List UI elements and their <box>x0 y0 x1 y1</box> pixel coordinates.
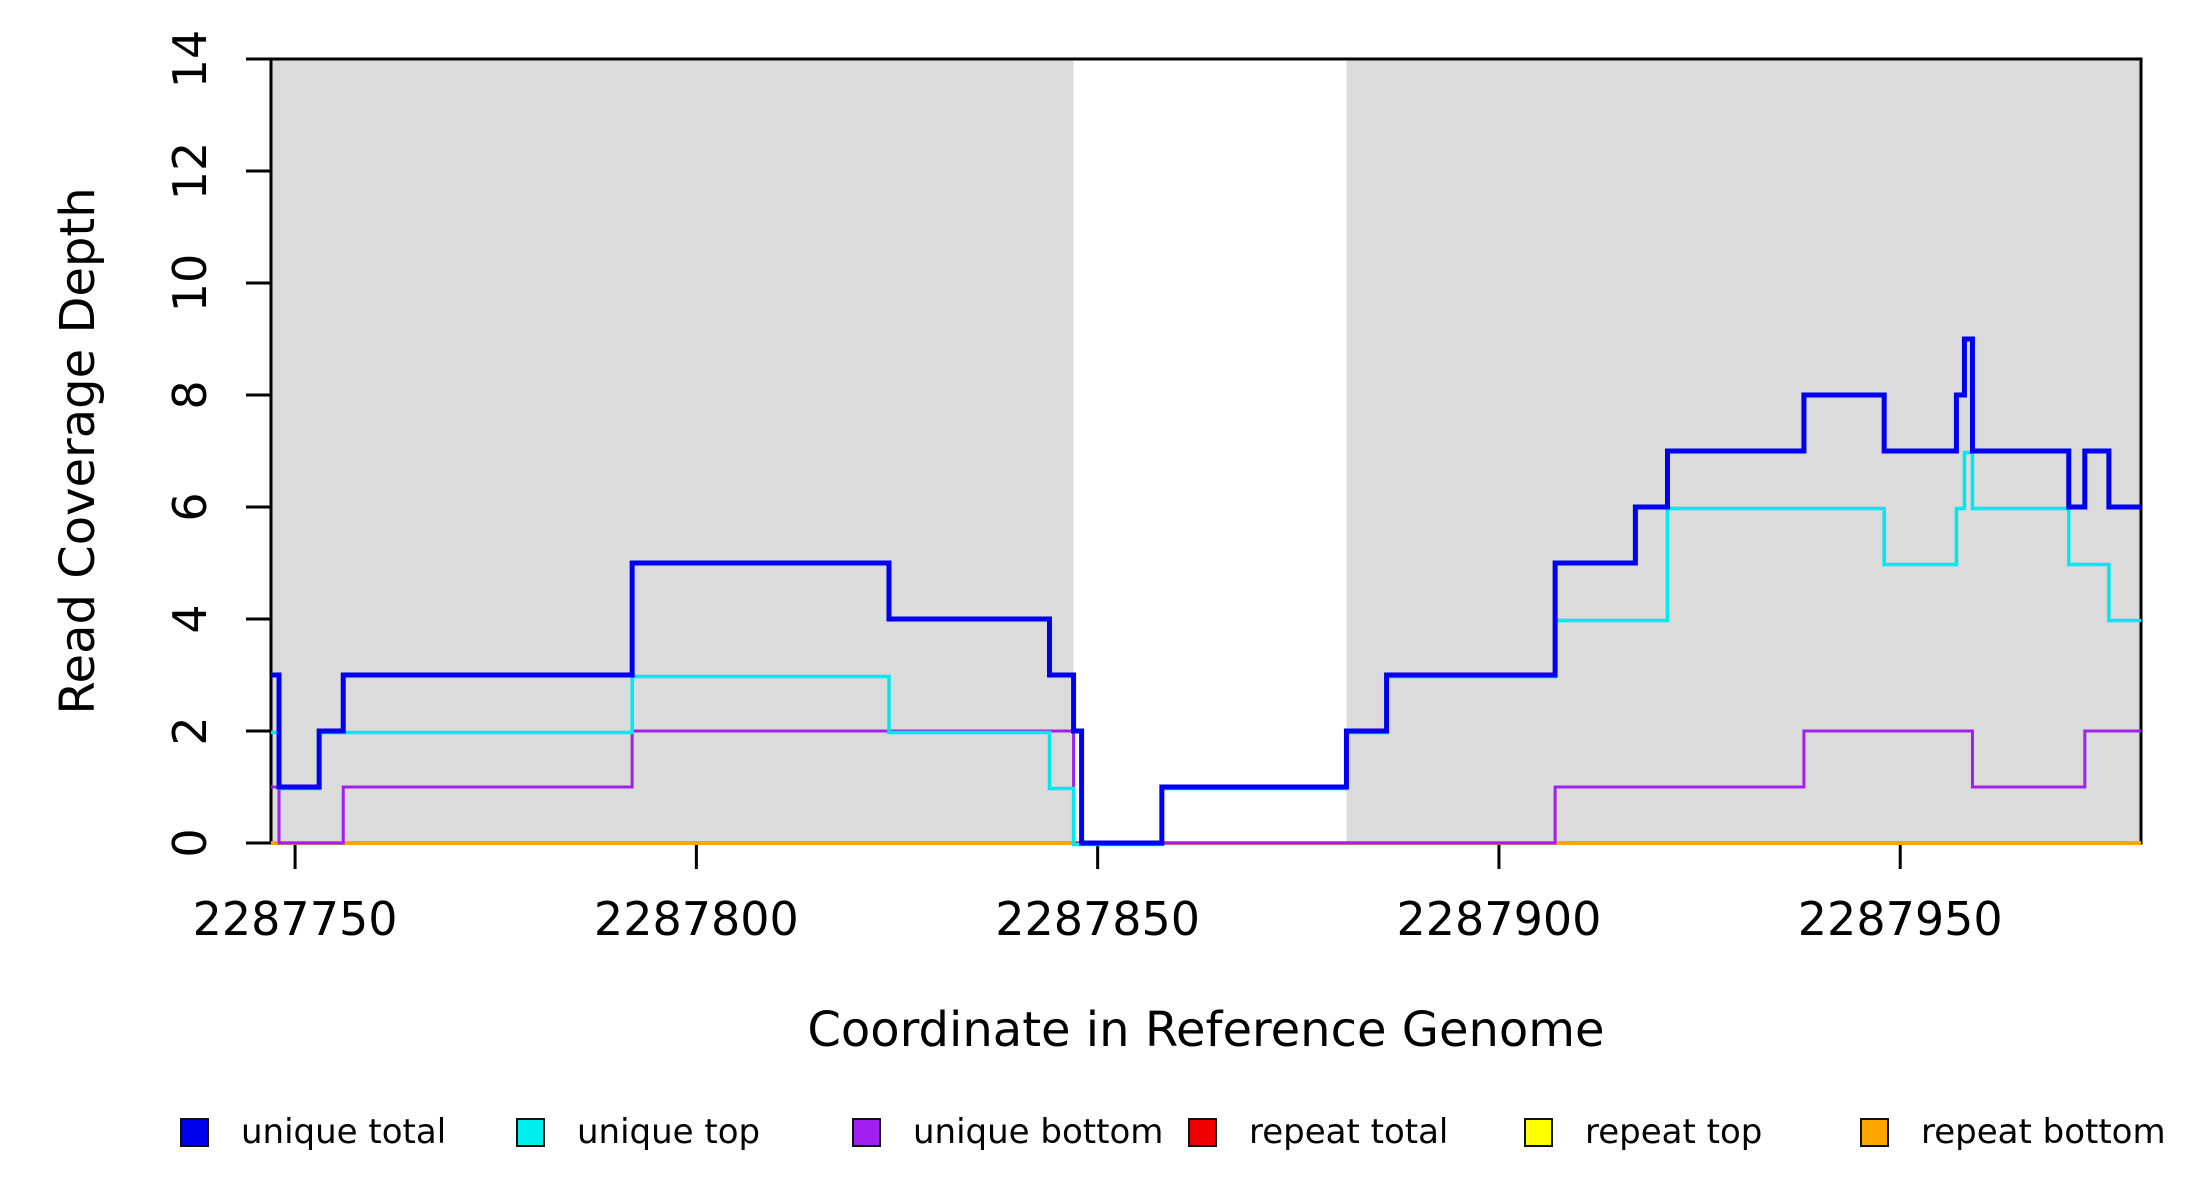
x-tick-label: 2287950 <box>1798 892 2003 946</box>
legend-label: repeat bottom <box>1921 1112 2166 1152</box>
legend-label: unique total <box>241 1112 447 1152</box>
x-tick-label: 2287850 <box>995 892 1200 946</box>
legend-swatch-icon <box>1860 1117 1889 1147</box>
y-axis-title: Read Coverage Depth <box>50 187 106 715</box>
legend-label: unique top <box>577 1112 761 1152</box>
legend-item-unique-top: unique top <box>516 1112 760 1152</box>
legend-swatch-icon <box>516 1117 545 1147</box>
legend-item-unique-total: unique total <box>180 1112 446 1152</box>
legend-item-repeat-total: repeat total <box>1188 1112 1448 1152</box>
legend-swatch-icon <box>180 1117 209 1147</box>
legend-swatch-icon <box>1524 1117 1553 1147</box>
shaded-region-1 <box>271 59 1074 843</box>
y-tick-label: 8 <box>163 380 217 409</box>
y-tick-label: 12 <box>163 142 217 201</box>
x-axis-title: Coordinate in Reference Genome <box>807 1002 1605 1058</box>
series-unique-total <box>271 336 2141 846</box>
legend-item-repeat-top: repeat top <box>1524 1112 1762 1152</box>
legend-label: unique bottom <box>913 1112 1164 1152</box>
y-tick-label: 6 <box>163 492 217 521</box>
legend-item-unique-bottom: unique bottom <box>852 1112 1163 1152</box>
y-tick-label: 0 <box>163 828 217 857</box>
legend-swatch-icon <box>1188 1117 1217 1147</box>
legend-label: repeat total <box>1249 1112 1449 1152</box>
y-tick-label: 2 <box>163 716 217 745</box>
legend-swatch-icon <box>852 1117 881 1147</box>
x-tick-label: 2287800 <box>594 892 799 946</box>
y-tick-label: 14 <box>163 30 217 89</box>
legend-label: repeat top <box>1585 1112 1763 1152</box>
x-tick-label: 2287900 <box>1397 892 1602 946</box>
series-unique-bottom <box>271 729 2141 845</box>
y-tick-label: 10 <box>163 254 217 313</box>
y-tick-label: 4 <box>163 604 217 633</box>
x-tick-label: 2287750 <box>193 892 398 946</box>
legend-item-repeat-bottom: repeat bottom <box>1860 1112 2166 1152</box>
